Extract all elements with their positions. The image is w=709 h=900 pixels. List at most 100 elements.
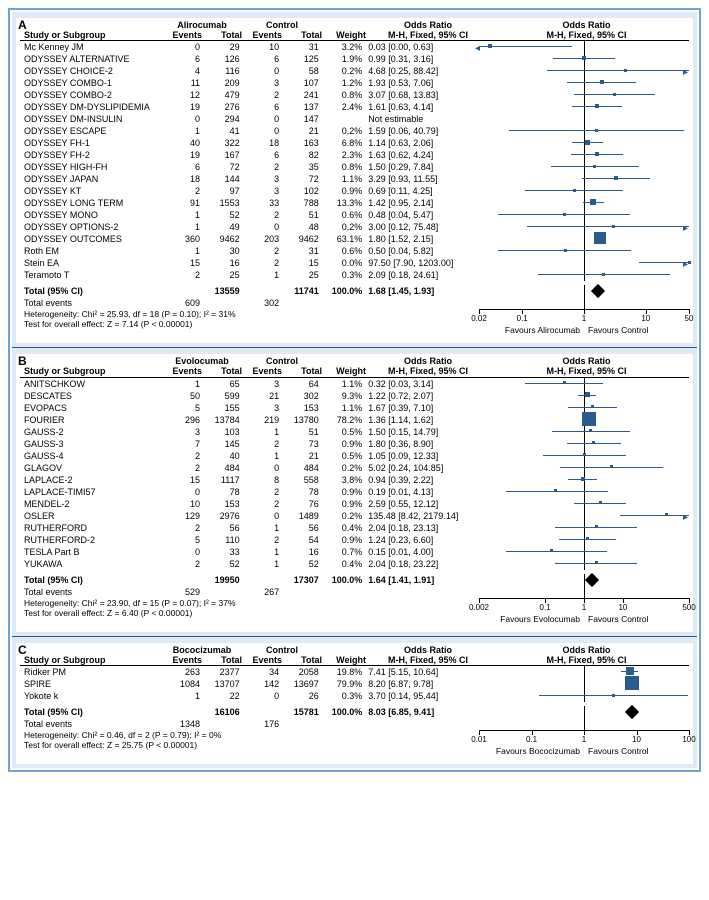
study-name: Yokote k — [20, 691, 160, 701]
study-name: Mc Kenney JM — [20, 42, 160, 52]
total2: 51 — [279, 427, 319, 437]
study-name: Stein EA — [20, 258, 160, 268]
heterogeneity: Heterogeneity: Chi² = 23.90, df = 15 (P … — [20, 598, 479, 608]
events2: 203 — [240, 234, 280, 244]
study-name: ODYSSEY DM-INSULIN — [20, 114, 160, 124]
total1: 479 — [200, 90, 240, 100]
study-name: GAUSS-2 — [20, 427, 160, 437]
or-ci: 0.94 [0.39, 2.22] — [362, 475, 479, 485]
or-ci: 1.80 [1.52, 2.15] — [362, 234, 479, 244]
events2: 6 — [240, 54, 280, 64]
col-total1: Total — [202, 30, 242, 40]
drug-header: Evolocumab — [162, 356, 242, 366]
or-ci: 1.67 [0.39, 7.10] — [362, 403, 479, 413]
total2: 64 — [279, 379, 319, 389]
col-events2: Events — [242, 30, 282, 40]
events1: 91 — [160, 198, 200, 208]
total2: 107 — [279, 78, 319, 88]
total2: 484 — [279, 463, 319, 473]
col-forest-ci: M-H, Fixed, 95% CI — [484, 655, 689, 665]
study-name: LAPLACE-TIMI57 — [20, 487, 160, 497]
panel-C: CBococizumabControlOdds RatioOdds RatioS… — [12, 637, 697, 768]
col-events2: Events — [242, 366, 282, 376]
total1: 484 — [200, 463, 240, 473]
study-row: ODYSSEY KT29731020.9%0.69 [0.11, 4.25] — [20, 185, 689, 197]
total1: 30 — [200, 246, 240, 256]
total2: 163 — [279, 138, 319, 148]
total2: 26 — [279, 691, 319, 701]
study-row: ODYSSEY CHOICE-241160580.2%4.68 [0.25, 8… — [20, 65, 689, 77]
weight: 3.8% — [319, 475, 363, 485]
study-row: ODYSSEY FH-2191676822.3%1.63 [0.62, 4.24… — [20, 149, 689, 161]
total1: 144 — [200, 174, 240, 184]
col-events2: Events — [242, 655, 282, 665]
col-total2: Total — [282, 30, 322, 40]
total2: 153 — [279, 403, 319, 413]
or-ci: 1.59 [0.06, 40.79] — [362, 126, 479, 136]
total2: 48 — [279, 222, 319, 232]
events1: 15 — [160, 475, 200, 485]
or-ci: 3.70 [0.14, 95.44] — [362, 691, 479, 701]
events1: 2 — [160, 186, 200, 196]
events2: 1 — [240, 427, 280, 437]
events1: 360 — [160, 234, 200, 244]
col-study: Study or Subgroup — [20, 30, 162, 40]
total1: 167 — [200, 150, 240, 160]
study-row: FOURIER296137842191378078.2%1.36 [1.14, … — [20, 414, 689, 426]
study-name: SPIRE — [20, 679, 160, 689]
weight: 0.8% — [319, 90, 363, 100]
total-events-row: Total events609302 — [20, 297, 689, 309]
events1: 2 — [160, 559, 200, 569]
weight: 9.3% — [319, 391, 363, 401]
col-forest-ci: M-H, Fixed, 95% CI — [484, 366, 689, 376]
weight: 0.9% — [319, 535, 363, 545]
or-ci: 2.04 [0.18, 23.13] — [362, 523, 479, 533]
study-name: RUTHERFORD — [20, 523, 160, 533]
weight: 0.9% — [319, 186, 363, 196]
study-row: ODYSSEY FH-140322181636.8%1.14 [0.63, 2.… — [20, 137, 689, 149]
heterogeneity: Heterogeneity: Chi² = 0.46, df = 2 (P = … — [20, 730, 479, 740]
study-name: Roth EM — [20, 246, 160, 256]
or-ci: 2.09 [0.18, 24.61] — [362, 270, 479, 280]
or-ci: 1.42 [0.95, 2.14] — [362, 198, 479, 208]
study-row: ODYSSEY ALTERNATIVE612661251.9%0.99 [0.3… — [20, 53, 689, 65]
weight: 0.2% — [319, 463, 363, 473]
or-ci: 0.03 [0.00, 0.63] — [362, 42, 479, 52]
or-ci: 1.24 [0.23, 6.60] — [362, 535, 479, 545]
total1: 22 — [200, 691, 240, 701]
weight: 19.8% — [319, 667, 363, 677]
drug-header: Alirocumab — [162, 20, 242, 30]
overall-effect: Test for overall effect: Z = 7.14 (P < 0… — [20, 319, 479, 329]
total1: 153 — [200, 499, 240, 509]
total1: 209 — [200, 78, 240, 88]
total1: 40 — [200, 451, 240, 461]
study-row: ODYSSEY OPTIONS-21490480.2%3.00 [0.12, 7… — [20, 221, 689, 233]
control-header: Control — [242, 20, 322, 30]
weight: 2.4% — [319, 102, 363, 112]
total1: 25 — [200, 270, 240, 280]
total1: 126 — [200, 54, 240, 64]
col-forest-ci: M-H, Fixed, 95% CI — [484, 30, 689, 40]
study-name: ODYSSEY FH-2 — [20, 150, 160, 160]
total1: 52 — [200, 210, 240, 220]
total2: 9462 — [279, 234, 319, 244]
events1: 0 — [160, 114, 200, 124]
weight: 63.1% — [319, 234, 363, 244]
control-header: Control — [242, 356, 322, 366]
total1: 97 — [200, 186, 240, 196]
control-header: Control — [242, 645, 322, 655]
total2: 54 — [279, 535, 319, 545]
study-row: ANITSCHKOW1653641.1%0.32 [0.03, 3.14] — [20, 378, 689, 390]
study-name: MENDEL-2 — [20, 499, 160, 509]
study-name: LAPLACE-2 — [20, 475, 160, 485]
favours-right: Favours Control — [588, 746, 648, 756]
weight: 1.9% — [319, 54, 363, 64]
events2: 2 — [240, 487, 280, 497]
weight: 0.6% — [319, 210, 363, 220]
or-ci: 1.50 [0.29, 7.84] — [362, 162, 479, 172]
study-name: ODYSSEY FH-1 — [20, 138, 160, 148]
or-ci: 7.41 [5.15, 10.64] — [362, 667, 479, 677]
or-header: Odds Ratio — [366, 645, 484, 655]
events1: 1 — [160, 126, 200, 136]
study-name: ODYSSEY HIGH-FH — [20, 162, 160, 172]
